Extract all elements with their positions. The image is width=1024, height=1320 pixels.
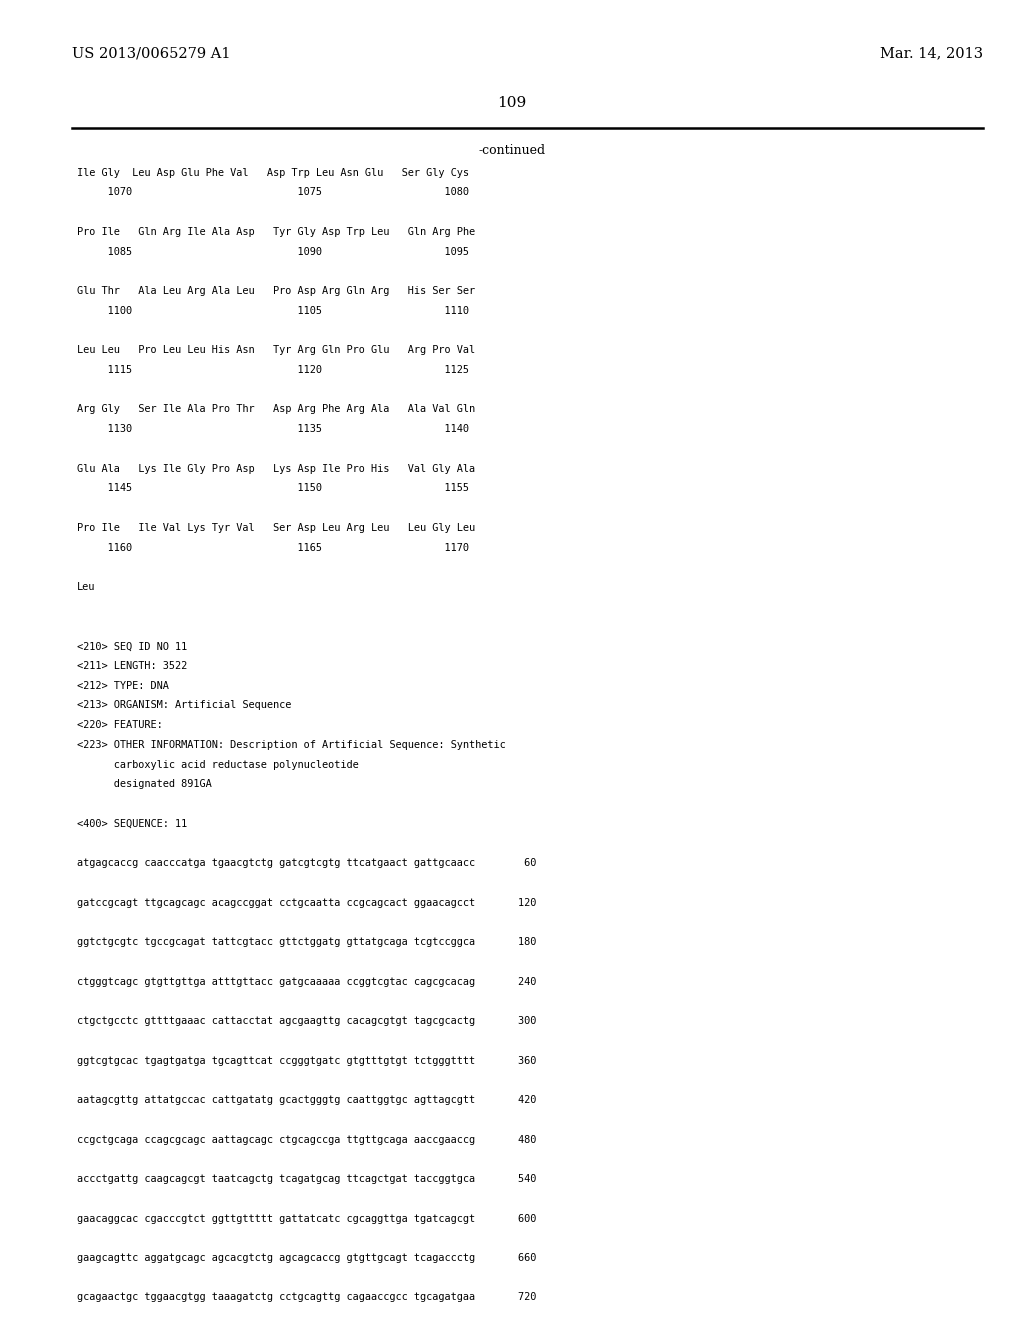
Text: Pro Ile   Ile Val Lys Tyr Val   Ser Asp Leu Arg Leu   Leu Gly Leu: Pro Ile Ile Val Lys Tyr Val Ser Asp Leu … xyxy=(77,523,475,533)
Text: carboxylic acid reductase polynucleotide: carboxylic acid reductase polynucleotide xyxy=(77,759,358,770)
Text: US 2013/0065279 A1: US 2013/0065279 A1 xyxy=(72,46,230,61)
Text: 1100                           1105                    1110: 1100 1105 1110 xyxy=(77,306,469,315)
Text: 1070                           1075                    1080: 1070 1075 1080 xyxy=(77,187,469,198)
Text: <213> ORGANISM: Artificial Sequence: <213> ORGANISM: Artificial Sequence xyxy=(77,701,291,710)
Text: Glu Thr   Ala Leu Arg Ala Leu   Pro Asp Arg Gln Arg   His Ser Ser: Glu Thr Ala Leu Arg Ala Leu Pro Asp Arg … xyxy=(77,286,475,296)
Text: Ile Gly  Leu Asp Glu Phe Val   Asp Trp Leu Asn Glu   Ser Gly Cys: Ile Gly Leu Asp Glu Phe Val Asp Trp Leu … xyxy=(77,168,469,178)
Text: 1130                           1135                    1140: 1130 1135 1140 xyxy=(77,424,469,434)
Text: designated 891GA: designated 891GA xyxy=(77,779,212,789)
Text: <211> LENGTH: 3522: <211> LENGTH: 3522 xyxy=(77,661,187,671)
Text: gaagcagttc aggatgcagc agcacgtctg agcagcaccg gtgttgcagt tcagaccctg       660: gaagcagttc aggatgcagc agcacgtctg agcagca… xyxy=(77,1253,537,1263)
Text: <220> FEATURE:: <220> FEATURE: xyxy=(77,721,163,730)
Text: Arg Gly   Ser Ile Ala Pro Thr   Asp Arg Phe Arg Ala   Ala Val Gln: Arg Gly Ser Ile Ala Pro Thr Asp Arg Phe … xyxy=(77,404,475,414)
Text: accctgattg caagcagcgt taatcagctg tcagatgcag ttcagctgat taccggtgca       540: accctgattg caagcagcgt taatcagctg tcagatg… xyxy=(77,1173,537,1184)
Text: gatccgcagt ttgcagcagc acagccggat cctgcaatta ccgcagcact ggaacagcct       120: gatccgcagt ttgcagcagc acagccggat cctgcaa… xyxy=(77,898,537,908)
Text: 1115                           1120                    1125: 1115 1120 1125 xyxy=(77,364,469,375)
Text: 1145                           1150                    1155: 1145 1150 1155 xyxy=(77,483,469,494)
Text: 1160                           1165                    1170: 1160 1165 1170 xyxy=(77,543,469,553)
Text: gaacaggcac cgacccgtct ggttgttttt gattatcatc cgcaggttga tgatcagcgt       600: gaacaggcac cgacccgtct ggttgttttt gattatc… xyxy=(77,1213,537,1224)
Text: Pro Ile   Gln Arg Ile Ala Asp   Tyr Gly Asp Trp Leu   Gln Arg Phe: Pro Ile Gln Arg Ile Ala Asp Tyr Gly Asp … xyxy=(77,227,475,236)
Text: Leu Leu   Pro Leu Leu His Asn   Tyr Arg Gln Pro Glu   Arg Pro Val: Leu Leu Pro Leu Leu His Asn Tyr Arg Gln … xyxy=(77,346,475,355)
Text: aatagcgttg attatgccac cattgatatg gcactgggtg caattggtgc agttagcgtt       420: aatagcgttg attatgccac cattgatatg gcactgg… xyxy=(77,1096,537,1105)
Text: ggtcgtgcac tgagtgatga tgcagttcat ccgggtgatc gtgtttgtgt tctgggtttt       360: ggtcgtgcac tgagtgatga tgcagttcat ccgggtg… xyxy=(77,1056,537,1065)
Text: Mar. 14, 2013: Mar. 14, 2013 xyxy=(880,46,983,61)
Text: ccgctgcaga ccagcgcagc aattagcagc ctgcagccga ttgttgcaga aaccgaaccg       480: ccgctgcaga ccagcgcagc aattagcagc ctgcagc… xyxy=(77,1135,537,1144)
Text: gcagaactgc tggaacgtgg taaagatctg cctgcagttg cagaaccgcc tgcagatgaa       720: gcagaactgc tggaacgtgg taaagatctg cctgcag… xyxy=(77,1292,537,1303)
Text: ctgggtcagc gtgttgttga atttgttacc gatgcaaaaa ccggtcgtac cagcgcacag       240: ctgggtcagc gtgttgttga atttgttacc gatgcaa… xyxy=(77,977,537,987)
Text: ctgctgcctc gttttgaaac cattacctat agcgaagttg cacagcgtgt tagcgcactg       300: ctgctgcctc gttttgaaac cattacctat agcgaag… xyxy=(77,1016,537,1026)
Text: Leu: Leu xyxy=(77,582,95,593)
Text: <223> OTHER INFORMATION: Description of Artificial Sequence: Synthetic: <223> OTHER INFORMATION: Description of … xyxy=(77,741,506,750)
Text: <212> TYPE: DNA: <212> TYPE: DNA xyxy=(77,681,169,690)
Text: Glu Ala   Lys Ile Gly Pro Asp   Lys Asp Ile Pro His   Val Gly Ala: Glu Ala Lys Ile Gly Pro Asp Lys Asp Ile … xyxy=(77,463,475,474)
Text: -continued: -continued xyxy=(478,144,546,157)
Text: 109: 109 xyxy=(498,96,526,111)
Text: ggtctgcgtc tgccgcagat tattcgtacc gttctggatg gttatgcaga tcgtccggca       180: ggtctgcgtc tgccgcagat tattcgtacc gttctgg… xyxy=(77,937,537,948)
Text: <400> SEQUENCE: 11: <400> SEQUENCE: 11 xyxy=(77,818,187,829)
Text: 1085                           1090                    1095: 1085 1090 1095 xyxy=(77,247,469,256)
Text: atgagcaccg caacccatga tgaacgtctg gatcgtcgtg ttcatgaact gattgcaacc        60: atgagcaccg caacccatga tgaacgtctg gatcgtc… xyxy=(77,858,537,869)
Text: <210> SEQ ID NO 11: <210> SEQ ID NO 11 xyxy=(77,642,187,651)
